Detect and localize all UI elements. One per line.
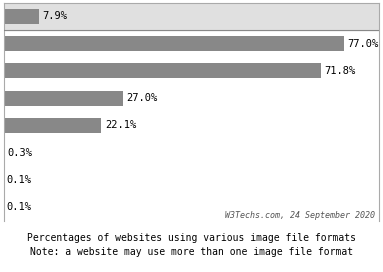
Text: 71.8%: 71.8% <box>324 66 356 76</box>
Bar <box>4 9 39 24</box>
Text: 22.1%: 22.1% <box>105 120 136 130</box>
Bar <box>4 91 123 106</box>
Text: 7.9%: 7.9% <box>42 11 67 21</box>
Text: W3Techs.com, 24 September 2020: W3Techs.com, 24 September 2020 <box>226 211 375 220</box>
Bar <box>4 36 344 51</box>
Text: 0.3%: 0.3% <box>7 148 32 158</box>
Bar <box>4 145 5 160</box>
Text: Percentages of websites using various image file formats
Note: a website may use: Percentages of websites using various im… <box>27 233 356 257</box>
Bar <box>4 118 101 133</box>
Text: 0.1%: 0.1% <box>6 175 31 185</box>
Bar <box>4 63 321 78</box>
Bar <box>4 3 379 30</box>
Text: 27.0%: 27.0% <box>127 93 158 103</box>
Text: 77.0%: 77.0% <box>347 39 379 49</box>
Text: 0.1%: 0.1% <box>6 202 31 212</box>
